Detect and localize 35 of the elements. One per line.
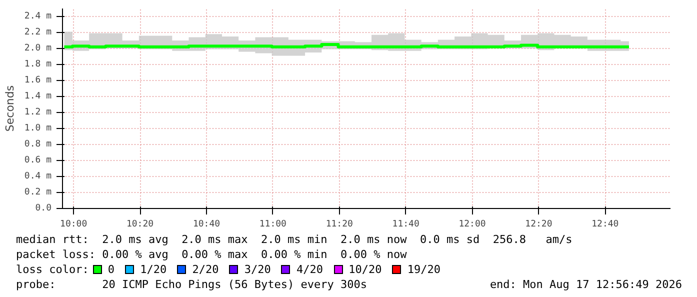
y-tick-label: 1.8 m [24, 60, 52, 70]
text: packet loss: 0.00 % avg 0.00 % max 0.00 % min 0.00 % now [16, 247, 408, 262]
y-tick-label: 2.0 m [24, 44, 52, 54]
x-tick-label: 12:20 [525, 220, 552, 230]
y-tick-label: 1.2 m [24, 108, 52, 118]
y-tick-label: 0.6 m [24, 156, 52, 166]
y-axis-title: Seconds [3, 85, 16, 132]
y-tick-label: 0.2 m [24, 188, 52, 198]
x-tick-label: 12:40 [592, 220, 619, 230]
x-tick-label: 10:00 [60, 220, 88, 230]
y-tick-label: 0.8 m [24, 140, 52, 150]
y-tick-label: 1.4 m [24, 92, 52, 102]
text: probe: 20 ICMP Echo Pings (56 Bytes) every 300s [16, 278, 367, 291]
legend-label: 10/20 [348, 263, 382, 276]
text: median rtt: 2.0 ms avg 2.0 ms max 2.0 ms min 2.0 ms now 0.0 ms sd 256.8 am/s [16, 232, 574, 247]
x-tick-label: 10:40 [192, 220, 220, 230]
text: end: Mon Aug 17 12:56:49 2026 [490, 277, 682, 292]
y-tick-label: 1.6 m [24, 76, 52, 86]
legend-title: loss color: [16, 263, 89, 276]
x-tick-label: 11:20 [326, 220, 353, 230]
y-tick-label: 1.0 m [24, 124, 52, 134]
x-tick-label: 11:40 [392, 220, 420, 230]
legend-label: 19/20 [407, 263, 440, 276]
legend-label: 4/20 [296, 263, 323, 276]
x-tick-label: 10:20 [126, 220, 154, 230]
y-tick-label: 0.4 m [24, 172, 52, 182]
legend-label: 3/20 [244, 263, 271, 276]
legend-label: 1/20 [140, 263, 167, 276]
legend-label: 2/20 [192, 263, 219, 276]
y-tick-label: 0.0 [35, 204, 52, 214]
y-tick-label: 2.2 m [24, 28, 52, 38]
y-tick-label: 2.4 m [24, 12, 52, 22]
x-tick-label: 11:00 [259, 220, 286, 230]
x-tick-label: 12:00 [458, 220, 486, 230]
legend-label: 0 [108, 263, 114, 276]
